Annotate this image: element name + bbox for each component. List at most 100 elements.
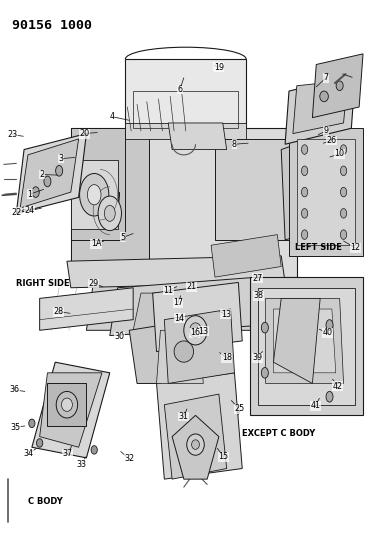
Ellipse shape	[56, 165, 63, 176]
Text: 90156 1000: 90156 1000	[13, 19, 92, 33]
Polygon shape	[71, 128, 126, 240]
Text: 33: 33	[77, 460, 87, 469]
Polygon shape	[110, 277, 265, 336]
Polygon shape	[265, 298, 344, 383]
Text: 1A: 1A	[91, 239, 101, 248]
Text: 5: 5	[121, 233, 126, 242]
Ellipse shape	[261, 322, 268, 333]
Polygon shape	[126, 59, 246, 128]
Text: 14: 14	[174, 313, 184, 322]
Polygon shape	[20, 139, 79, 208]
Polygon shape	[129, 320, 203, 383]
Text: 32: 32	[124, 455, 135, 463]
Ellipse shape	[293, 213, 300, 224]
Polygon shape	[71, 128, 297, 277]
Ellipse shape	[36, 439, 43, 447]
Ellipse shape	[44, 176, 51, 187]
Text: 29: 29	[88, 279, 99, 288]
Ellipse shape	[32, 187, 39, 197]
Ellipse shape	[174, 341, 194, 362]
Text: 25: 25	[234, 405, 244, 414]
Polygon shape	[168, 123, 227, 150]
Text: 40: 40	[322, 328, 332, 337]
Polygon shape	[164, 309, 235, 383]
Ellipse shape	[341, 145, 347, 155]
Ellipse shape	[320, 91, 328, 102]
Polygon shape	[164, 394, 227, 479]
Text: 22: 22	[11, 208, 22, 217]
Ellipse shape	[301, 230, 308, 239]
Polygon shape	[71, 160, 118, 229]
Ellipse shape	[293, 170, 300, 182]
Ellipse shape	[261, 368, 268, 378]
Polygon shape	[250, 277, 363, 415]
Ellipse shape	[187, 434, 204, 455]
Polygon shape	[156, 330, 203, 383]
Polygon shape	[289, 128, 363, 256]
Ellipse shape	[301, 208, 308, 218]
Ellipse shape	[184, 316, 207, 345]
Ellipse shape	[341, 187, 347, 197]
Text: 10: 10	[335, 149, 344, 158]
Text: 23: 23	[7, 130, 18, 139]
Text: 36: 36	[9, 385, 19, 394]
Text: 19: 19	[214, 63, 224, 71]
Ellipse shape	[80, 173, 109, 216]
Text: 30: 30	[115, 332, 124, 341]
Polygon shape	[152, 282, 242, 352]
Text: 21: 21	[187, 282, 197, 291]
Ellipse shape	[301, 187, 308, 197]
Polygon shape	[215, 139, 297, 240]
Text: 28: 28	[53, 307, 63, 316]
Polygon shape	[312, 54, 363, 118]
Ellipse shape	[326, 391, 333, 402]
Text: 4: 4	[109, 112, 114, 121]
Ellipse shape	[61, 398, 72, 411]
Text: RIGHT SIDE: RIGHT SIDE	[16, 279, 70, 288]
Ellipse shape	[192, 440, 199, 449]
Polygon shape	[126, 123, 246, 139]
Text: 38: 38	[254, 291, 264, 300]
Text: 42: 42	[333, 382, 343, 391]
Ellipse shape	[301, 145, 308, 155]
Text: C BODY: C BODY	[28, 497, 63, 506]
Ellipse shape	[56, 391, 78, 418]
Text: 27: 27	[252, 273, 262, 282]
Text: 1: 1	[27, 190, 32, 199]
Text: 8: 8	[232, 140, 237, 149]
Ellipse shape	[98, 196, 122, 231]
Polygon shape	[281, 139, 320, 240]
Ellipse shape	[179, 326, 189, 335]
Text: 35: 35	[11, 423, 21, 432]
Polygon shape	[16, 134, 86, 213]
Text: 2: 2	[39, 170, 44, 179]
Ellipse shape	[301, 166, 308, 175]
Polygon shape	[32, 362, 110, 458]
Text: 24: 24	[25, 206, 35, 215]
Text: 16: 16	[190, 328, 200, 337]
Text: 26: 26	[326, 136, 336, 145]
Polygon shape	[211, 235, 281, 277]
Text: 13: 13	[221, 310, 231, 319]
Text: 13: 13	[198, 327, 208, 336]
Ellipse shape	[87, 184, 101, 205]
Ellipse shape	[336, 81, 343, 91]
Polygon shape	[156, 373, 242, 479]
Text: LEFT SIDE: LEFT SIDE	[295, 244, 342, 253]
Polygon shape	[273, 309, 336, 373]
Ellipse shape	[29, 419, 35, 427]
Text: 3: 3	[59, 154, 64, 163]
Text: 6: 6	[178, 85, 183, 94]
Text: 37: 37	[63, 449, 73, 458]
Ellipse shape	[91, 446, 97, 454]
Polygon shape	[297, 139, 355, 245]
Polygon shape	[39, 288, 133, 330]
Text: 12: 12	[350, 244, 360, 253]
Ellipse shape	[326, 320, 333, 330]
Polygon shape	[293, 80, 348, 134]
Polygon shape	[273, 298, 320, 383]
Text: 9: 9	[323, 126, 328, 135]
Polygon shape	[172, 415, 219, 479]
Ellipse shape	[341, 166, 347, 175]
Text: 31: 31	[179, 412, 189, 421]
